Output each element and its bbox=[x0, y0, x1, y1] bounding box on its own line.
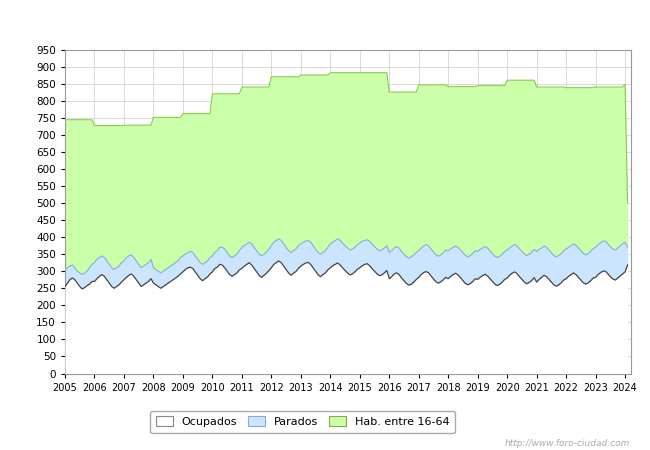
Text: http://www.foro-ciudad.com: http://www.foro-ciudad.com bbox=[505, 439, 630, 448]
Text: Cillorigo de Liébana - Evolucion de la poblacion en edad de Trabajar Mayo de 202: Cillorigo de Liébana - Evolucion de la p… bbox=[60, 14, 590, 27]
Legend: Ocupados, Parados, Hab. entre 16-64: Ocupados, Parados, Hab. entre 16-64 bbox=[150, 411, 455, 433]
